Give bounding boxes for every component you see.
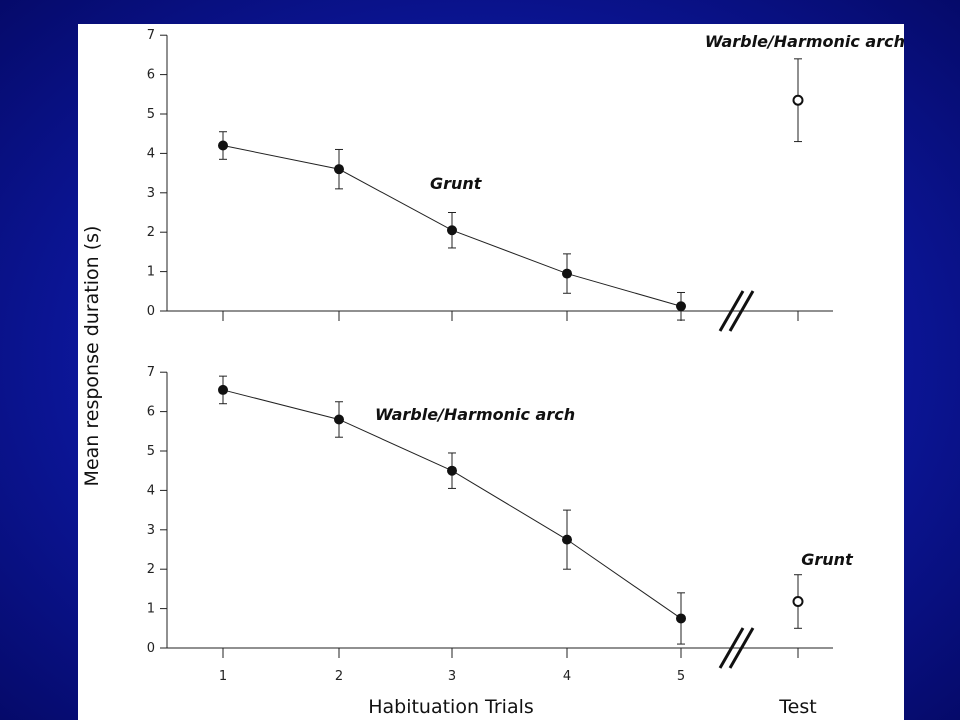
p1-data-point bbox=[676, 301, 686, 312]
p2-y-tick-label: 2 bbox=[147, 562, 155, 577]
x-tick-label: 1 bbox=[219, 669, 227, 684]
x-tick-label: 3 bbox=[448, 669, 456, 684]
p2-axis-break-mark bbox=[728, 627, 755, 669]
y-axis-label: Mean response duration (s) bbox=[81, 226, 103, 487]
p1-y-tick-label: 1 bbox=[147, 265, 155, 280]
p2-habituation-label: Warble/Harmonic arch bbox=[375, 405, 575, 424]
p2-test-label: Grunt bbox=[801, 550, 854, 569]
chart-svg: Mean response duration (s) Habituation T… bbox=[81, 28, 904, 718]
p1-y-tick-label: 2 bbox=[147, 225, 155, 240]
p2-data-point bbox=[218, 384, 228, 395]
p2-data-point bbox=[676, 613, 686, 624]
p2-y-tick-label: 7 bbox=[147, 365, 155, 380]
x-tick-label-test: Test bbox=[778, 696, 816, 718]
p1-y-tick-label: 4 bbox=[147, 146, 155, 161]
p2-y-tick-label: 1 bbox=[147, 602, 155, 617]
p2-y-tick-label: 3 bbox=[147, 523, 155, 538]
p2-data-point bbox=[447, 465, 457, 476]
p1-habituation-label: Grunt bbox=[430, 174, 483, 193]
p1-data-point bbox=[447, 225, 457, 236]
x-axis-label: Habituation Trials bbox=[368, 696, 534, 718]
p2-axis-break-mark bbox=[718, 627, 745, 669]
p2-series-line bbox=[222, 389, 682, 619]
p1-y-tick-label: 3 bbox=[147, 186, 155, 201]
p1-y-tick-label: 5 bbox=[147, 107, 155, 122]
p1-y-tick-label: 7 bbox=[147, 28, 155, 43]
p2-data-point bbox=[334, 414, 344, 425]
p2-y-tick-label: 5 bbox=[147, 444, 155, 459]
p1-test-label: Warble/Harmonic arch bbox=[705, 32, 904, 51]
p2-test-point bbox=[792, 596, 804, 608]
x-tick-label: 5 bbox=[677, 669, 685, 684]
p2-data-point bbox=[562, 534, 572, 545]
p2-y-tick-label: 4 bbox=[147, 483, 155, 498]
x-tick-label: 2 bbox=[335, 669, 343, 684]
p1-y-tick-label: 0 bbox=[147, 304, 155, 319]
p1-data-point bbox=[334, 164, 344, 175]
p1-data-point bbox=[218, 140, 228, 151]
p1-axis-break-mark bbox=[728, 290, 755, 332]
x-tick-label: 4 bbox=[563, 669, 571, 684]
chart-panel: Mean response duration (s) Habituation T… bbox=[78, 24, 904, 720]
p1-data-point bbox=[562, 268, 572, 279]
p1-test-point bbox=[792, 94, 804, 106]
p2-y-tick-label: 0 bbox=[147, 641, 155, 656]
p1-axis-break-mark bbox=[718, 290, 745, 332]
p2-y-tick-label: 6 bbox=[147, 405, 155, 420]
p1-y-tick-label: 6 bbox=[147, 68, 155, 83]
